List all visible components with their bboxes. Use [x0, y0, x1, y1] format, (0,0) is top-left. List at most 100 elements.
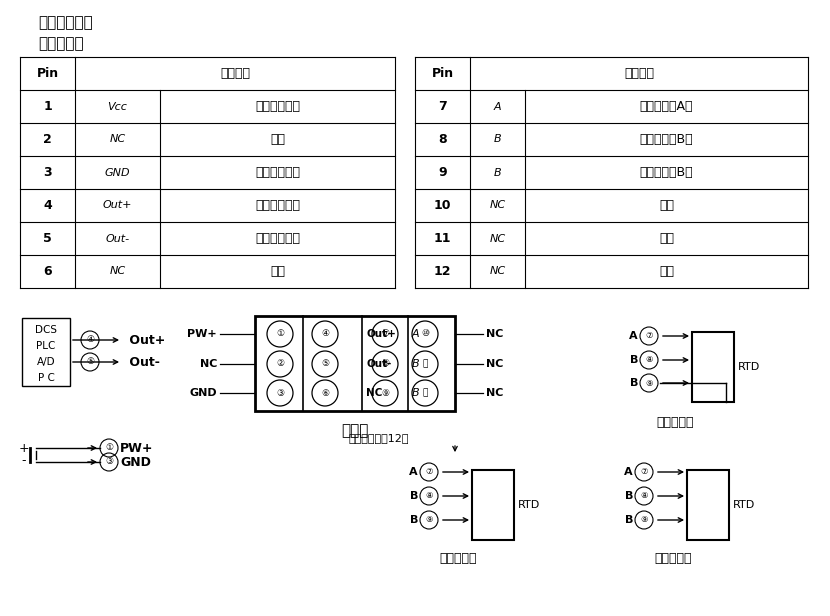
Text: 1: 1: [43, 100, 51, 113]
Text: ⑤: ⑤: [86, 357, 94, 367]
Text: 热电阻输入B端: 热电阻输入B端: [640, 166, 693, 179]
Text: ⑨: ⑨: [640, 516, 647, 524]
Text: PW+: PW+: [120, 442, 154, 455]
Text: NC: NC: [110, 134, 125, 145]
Text: ⑦: ⑦: [645, 331, 652, 341]
Text: 2: 2: [43, 133, 51, 146]
Text: -: -: [22, 455, 27, 468]
Text: 输出信号负端: 输出信号负端: [255, 232, 300, 245]
Text: B: B: [412, 359, 420, 369]
Text: 顶视图: 顶视图: [341, 424, 369, 439]
Text: B: B: [630, 355, 638, 365]
Text: ⑦: ⑦: [640, 468, 647, 477]
Text: 7: 7: [438, 100, 447, 113]
Text: 空脚: 空脚: [270, 265, 285, 278]
Text: ⑤: ⑤: [321, 360, 329, 368]
Text: GND: GND: [120, 455, 151, 469]
Text: 3: 3: [43, 166, 51, 179]
Bar: [472, 470, 514, 540]
Text: 空脚: 空脚: [270, 133, 285, 146]
Text: 11: 11: [434, 232, 452, 245]
Text: B: B: [630, 378, 638, 388]
Text: ④: ④: [321, 330, 329, 339]
Text: B: B: [625, 515, 633, 525]
Text: A: A: [624, 467, 633, 477]
Text: 空脚: 空脚: [659, 265, 674, 278]
Text: RTD: RTD: [518, 500, 540, 510]
Text: ⑧: ⑧: [425, 492, 432, 500]
Text: ③: ③: [105, 458, 113, 466]
Text: B: B: [625, 491, 633, 501]
Text: PLC: PLC: [37, 341, 56, 351]
Text: B: B: [410, 491, 418, 501]
Text: 引脚功能: 引脚功能: [624, 67, 654, 80]
Text: ⑦: ⑦: [381, 330, 389, 339]
Text: 5: 5: [43, 232, 51, 245]
Text: NC: NC: [490, 233, 505, 243]
Bar: [687, 470, 729, 540]
Text: A: A: [409, 467, 418, 477]
Text: 辅助电源正端: 辅助电源正端: [255, 100, 300, 113]
Text: 4: 4: [43, 199, 51, 212]
Text: ⑫: ⑫: [422, 389, 427, 397]
Bar: [692, 332, 734, 402]
Text: ①: ①: [105, 444, 113, 453]
Text: 四线热电阻: 四线热电阻: [439, 551, 476, 564]
Text: ⑦: ⑦: [425, 468, 432, 477]
Text: ⑨: ⑨: [425, 516, 432, 524]
Text: 9: 9: [438, 166, 447, 179]
Text: DCS: DCS: [35, 325, 57, 335]
Text: Out+: Out+: [125, 333, 165, 346]
Text: ⑨: ⑨: [645, 378, 652, 387]
Text: 10: 10: [434, 199, 452, 212]
Text: A: A: [629, 331, 638, 341]
Text: B: B: [494, 168, 501, 177]
Text: ⑪: ⑪: [422, 360, 427, 368]
Text: 辅助电源负端: 辅助电源负端: [255, 166, 300, 179]
Text: PW+: PW+: [188, 329, 217, 339]
Text: 12: 12: [434, 265, 452, 278]
Text: 热电阻输入B端: 热电阻输入B端: [640, 133, 693, 146]
Text: 不用接或接到12脚: 不用接或接到12脚: [348, 433, 408, 443]
Text: ③: ③: [276, 389, 284, 397]
Text: Pin: Pin: [432, 67, 453, 80]
Text: +: +: [19, 442, 29, 455]
Text: GND: GND: [105, 168, 130, 177]
Text: ⑨: ⑨: [381, 389, 389, 397]
Text: NC: NC: [366, 388, 383, 398]
Text: Vcc: Vcc: [108, 102, 128, 111]
Text: NC: NC: [200, 359, 217, 369]
Text: RTD: RTD: [738, 362, 760, 372]
Text: 输出信号正端: 输出信号正端: [255, 199, 300, 212]
Text: ⑧: ⑧: [640, 492, 647, 500]
Text: NC: NC: [110, 267, 125, 277]
Text: 6: 6: [43, 265, 51, 278]
Text: A: A: [412, 329, 420, 339]
Text: NC: NC: [490, 200, 505, 211]
Text: 两线热电阻: 两线热电阻: [654, 551, 691, 564]
Bar: [255, 316, 455, 411]
Text: Out-: Out-: [105, 233, 129, 243]
Text: RTD: RTD: [733, 500, 755, 510]
Text: 热电阻输入A端: 热电阻输入A端: [640, 100, 693, 113]
Text: ④: ④: [86, 336, 94, 344]
Text: Pin: Pin: [37, 67, 59, 80]
Text: NC: NC: [486, 359, 503, 369]
Text: ⑧: ⑧: [645, 355, 652, 365]
Text: NC: NC: [486, 388, 503, 398]
Text: ①: ①: [276, 330, 284, 339]
Text: 8: 8: [438, 133, 447, 146]
Text: A/D: A/D: [37, 357, 56, 367]
Text: Out-: Out-: [125, 355, 160, 368]
Text: 产品接线图：: 产品接线图：: [38, 15, 93, 30]
Text: Out-: Out-: [366, 359, 392, 369]
Text: 空脚: 空脚: [659, 232, 674, 245]
Text: B: B: [412, 388, 420, 398]
Text: ②: ②: [276, 360, 284, 368]
Text: 三线热电阻: 三线热电阻: [657, 416, 694, 429]
Text: Out+: Out+: [103, 200, 132, 211]
Text: Out+: Out+: [366, 329, 396, 339]
Text: ⑩: ⑩: [421, 330, 429, 339]
Text: NC: NC: [486, 329, 503, 339]
Text: A: A: [494, 102, 501, 111]
